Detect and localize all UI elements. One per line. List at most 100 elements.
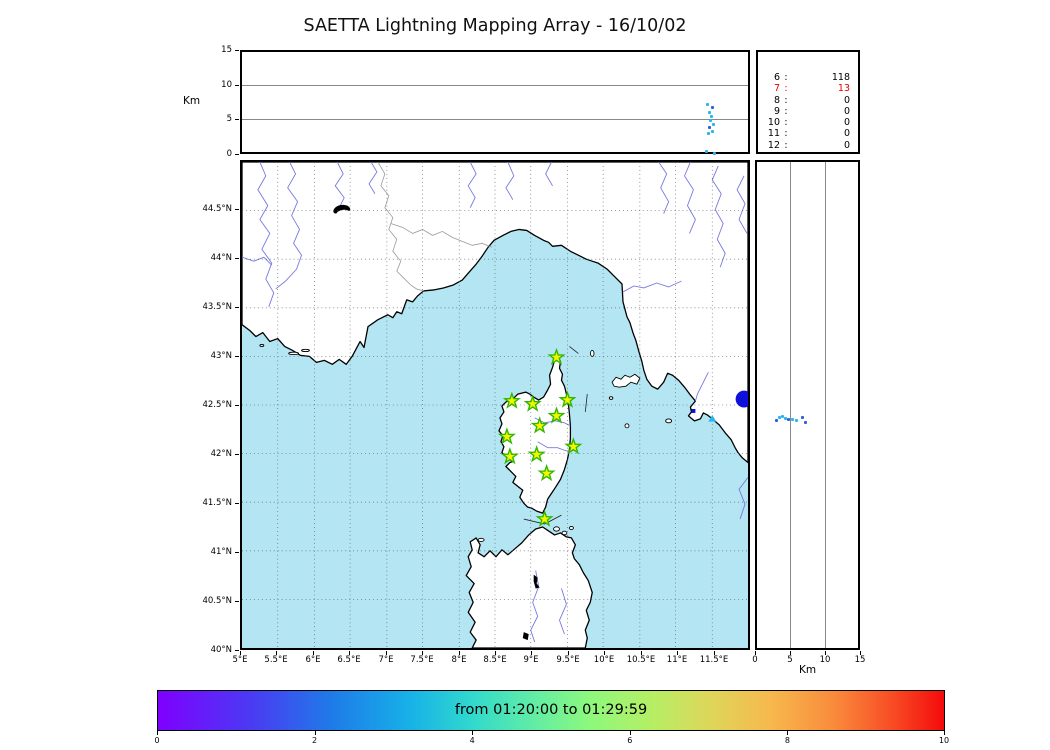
- lat-tick-label: 41°N: [210, 547, 232, 557]
- period-value: 118: [831, 72, 850, 83]
- period-value: 0: [843, 139, 850, 151]
- lon-tick-label: 9°E: [523, 655, 539, 665]
- sardinia-lake: [533, 574, 540, 589]
- colorbar-tick-label: 6: [627, 736, 633, 745]
- lma-station-marker: [502, 391, 521, 409]
- lon-tick-mark: [604, 651, 605, 655]
- lon-tick-mark: [313, 651, 314, 655]
- lat-tick-mark: [235, 650, 239, 651]
- montecristo-island: [624, 423, 630, 429]
- alt-ytick-mark: [235, 119, 239, 121]
- lma-station-marker: [497, 427, 516, 445]
- alt-source-point: [712, 151, 716, 155]
- dist-source-point: [780, 414, 784, 418]
- alt-source-point: [707, 125, 711, 129]
- elba-island: [611, 373, 641, 388]
- lma-station-marker: [547, 347, 566, 366]
- lon-tick-mark: [677, 651, 678, 655]
- colorbar-tick-mark: [787, 731, 789, 735]
- dist-source-point: [800, 415, 804, 419]
- lon-tick-label: 8°E: [451, 655, 467, 665]
- alt-ytick-label: 10: [221, 79, 232, 90]
- alt-ytick-label: 0: [226, 149, 232, 159]
- lat-tick-label: 41.5°N: [202, 498, 232, 508]
- lma-station-marker: [535, 509, 554, 527]
- lightning-source-marker: [708, 414, 717, 422]
- period-value: 0: [843, 128, 850, 140]
- rivers: [242, 162, 748, 643]
- lon-tick-label: 6.5°E: [337, 655, 361, 665]
- alt-source-point: [710, 129, 714, 133]
- colorbar-tick-label: 10: [938, 736, 950, 745]
- alt-source-point: [708, 118, 712, 122]
- dist-xtick-label: 5: [787, 655, 793, 665]
- lon-tick-mark: [276, 651, 277, 655]
- source-count-row: 12:0: [758, 140, 858, 151]
- source-count-row: 9:0: [758, 106, 858, 117]
- pianosa-island: [608, 396, 614, 400]
- alpine-lake: [333, 204, 351, 214]
- lat-tick-label: 42°N: [210, 449, 232, 459]
- lat-tick-label: 42.5°N: [202, 400, 232, 410]
- colorbar-tick-mark: [944, 731, 945, 735]
- lon-tick-mark: [495, 651, 496, 655]
- alt-ytick-mark: [235, 154, 239, 155]
- country-borders: [377, 162, 493, 292]
- source-count-row: 11:0: [758, 128, 858, 139]
- dist-source-point: [794, 418, 798, 422]
- lon-tick-label: 10.5°E: [626, 655, 656, 665]
- lon-tick-mark: [641, 651, 642, 655]
- dist-source-point: [777, 415, 781, 419]
- alt-ytick-label: 5: [226, 114, 232, 125]
- lon-tick-label: 7.5°E: [410, 655, 434, 665]
- dist-xtick-mark: [825, 651, 826, 655]
- hyeres-island: [301, 348, 310, 352]
- lat-tick-mark: [235, 405, 239, 406]
- lma-stations: [497, 347, 583, 527]
- lat-tick-mark: [235, 209, 239, 210]
- alt-source-point: [710, 105, 714, 109]
- lon-tick-mark: [568, 651, 569, 655]
- lon-tick-label: 5°E: [232, 655, 248, 665]
- lma-station-marker: [547, 406, 566, 424]
- lat-tick-mark: [235, 356, 239, 357]
- lma-station-marker: [523, 394, 542, 412]
- colorbar-tick-mark: [472, 731, 474, 735]
- lat-tick-label: 44.5°N: [202, 204, 232, 214]
- asinara-island: [477, 537, 485, 542]
- period-value: 0: [843, 117, 850, 129]
- lon-tick-mark: [349, 651, 350, 655]
- period-value: 0: [843, 94, 850, 106]
- colorbar-tick-label: 2: [312, 736, 318, 745]
- colorbar-tick-label: 8: [784, 736, 790, 745]
- dist-source-point: [774, 418, 778, 422]
- lon-tick-mark: [422, 651, 423, 655]
- maddalena-island: [568, 525, 574, 531]
- colorbar-tick-mark: [314, 731, 316, 735]
- giglio-island: [665, 418, 673, 424]
- lat-tick-label: 40.5°N: [202, 596, 232, 606]
- lon-tick-label: 8.5°E: [483, 655, 507, 665]
- alt-source-point: [706, 131, 710, 135]
- dist-xtick-mark: [790, 651, 791, 655]
- lat-tick-mark: [235, 503, 239, 504]
- lma-station-marker: [527, 445, 546, 463]
- alt-ytick-mark: [235, 84, 239, 86]
- mainland-coastline: [242, 162, 748, 464]
- colorbar-label: from 01:20:00 to 01:29:59: [454, 702, 648, 718]
- lon-tick-mark: [531, 651, 532, 655]
- period-label: 12: [767, 139, 780, 151]
- lon-tick-mark: [240, 651, 241, 655]
- lightning-sources: [691, 390, 748, 422]
- maddalena-island: [553, 526, 560, 532]
- lat-tick-mark: [235, 454, 239, 455]
- lat-tick-mark: [235, 307, 239, 308]
- dist-source-point: [783, 416, 787, 420]
- period-label: 7: [773, 83, 780, 95]
- alt-ytick-mark: [235, 50, 239, 51]
- dist-source-point: [786, 417, 790, 421]
- lma-station-marker: [564, 437, 583, 455]
- map-panel: [240, 160, 750, 650]
- colorbar-tick-label: 0: [154, 736, 160, 745]
